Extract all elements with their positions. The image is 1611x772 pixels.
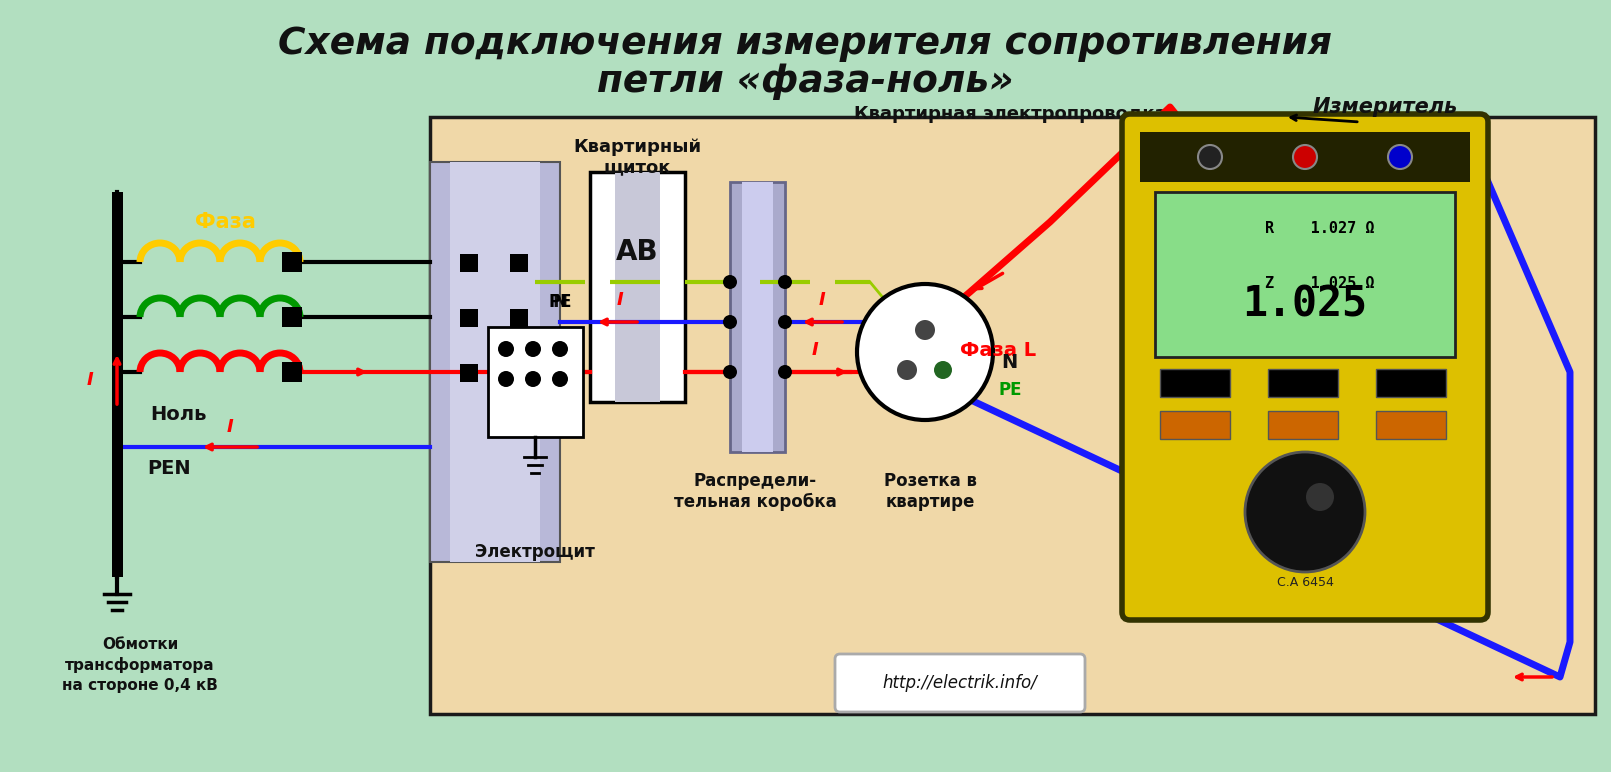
Text: Ноль: Ноль [150, 405, 206, 424]
Text: Фаза L: Фаза L [960, 340, 1036, 360]
Text: I: I [227, 418, 234, 436]
Bar [511, 254, 528, 272]
Bar [282, 362, 301, 382]
Text: Розетка в
квартире: Розетка в квартире [883, 472, 976, 511]
Bar [615, 172, 661, 402]
Bar [1141, 132, 1469, 182]
Text: АВ: АВ [615, 239, 659, 266]
Bar [430, 117, 1595, 714]
Bar [1155, 192, 1455, 357]
Text: PE: PE [548, 293, 572, 311]
Circle shape [1307, 483, 1334, 511]
Circle shape [525, 341, 541, 357]
FancyBboxPatch shape [1121, 114, 1489, 620]
Bar [282, 252, 301, 272]
Circle shape [897, 360, 917, 380]
Text: http://electrik.info/: http://electrik.info/ [883, 674, 1037, 692]
Bar [1268, 411, 1339, 439]
Bar [520, 364, 538, 382]
Text: Квартирная электропроводка: Квартирная электропроводка [854, 105, 1166, 123]
Text: C.A 6454: C.A 6454 [1276, 575, 1334, 588]
Bar [511, 309, 528, 327]
Text: Электрощит: Электрощит [475, 543, 594, 561]
Text: PEN: PEN [147, 459, 190, 479]
Circle shape [498, 371, 514, 387]
Circle shape [1294, 145, 1318, 169]
Circle shape [1199, 145, 1223, 169]
Bar [590, 172, 685, 402]
Text: Фаза: Фаза [195, 212, 256, 232]
Circle shape [553, 371, 569, 387]
Circle shape [525, 371, 541, 387]
Text: I: I [812, 341, 818, 359]
Text: Схема подключения измерителя сопротивления: Схема подключения измерителя сопротивлен… [279, 26, 1332, 62]
Bar [449, 162, 540, 562]
Bar [488, 327, 583, 437]
Text: I: I [818, 291, 825, 309]
Text: Z    1.025 Ω: Z 1.025 Ω [1265, 276, 1374, 291]
Text: петли «фаза-ноль»: петли «фаза-ноль» [596, 64, 1013, 100]
Circle shape [857, 284, 992, 420]
Circle shape [1245, 452, 1365, 572]
Text: I: I [617, 291, 623, 309]
Text: Обмотки
трансформатора
на стороне 0,4 кВ: Обмотки трансформатора на стороне 0,4 кВ [63, 637, 217, 693]
Circle shape [498, 341, 514, 357]
Bar [743, 182, 773, 452]
Text: I: I [87, 371, 93, 389]
Text: Распредели-
тельная коробка: Распредели- тельная коробка [673, 472, 836, 511]
FancyBboxPatch shape [834, 654, 1084, 712]
Bar [1376, 411, 1447, 439]
Bar [730, 182, 785, 452]
Bar [430, 162, 561, 562]
Bar [461, 309, 478, 327]
Text: Квартирный
щиток: Квартирный щиток [574, 137, 701, 176]
Circle shape [723, 365, 736, 379]
Text: 1.025: 1.025 [1242, 283, 1368, 325]
Bar [1376, 369, 1447, 397]
Bar [113, 192, 122, 577]
Circle shape [934, 361, 952, 379]
Text: PE: PE [997, 381, 1021, 399]
Circle shape [1389, 145, 1411, 169]
Bar [1268, 369, 1339, 397]
Circle shape [723, 315, 736, 329]
Bar [282, 307, 301, 327]
Circle shape [778, 275, 793, 289]
Text: R    1.027 Ω: R 1.027 Ω [1265, 221, 1374, 235]
Circle shape [553, 341, 569, 357]
Bar [461, 364, 478, 382]
Circle shape [915, 320, 934, 340]
Text: N: N [1000, 353, 1017, 371]
Circle shape [778, 315, 793, 329]
Bar [1160, 411, 1231, 439]
Bar [461, 254, 478, 272]
Text: N: N [553, 293, 567, 311]
Circle shape [778, 365, 793, 379]
Bar [1160, 369, 1231, 397]
Text: Измеритель: Измеритель [1313, 97, 1458, 117]
Circle shape [723, 275, 736, 289]
